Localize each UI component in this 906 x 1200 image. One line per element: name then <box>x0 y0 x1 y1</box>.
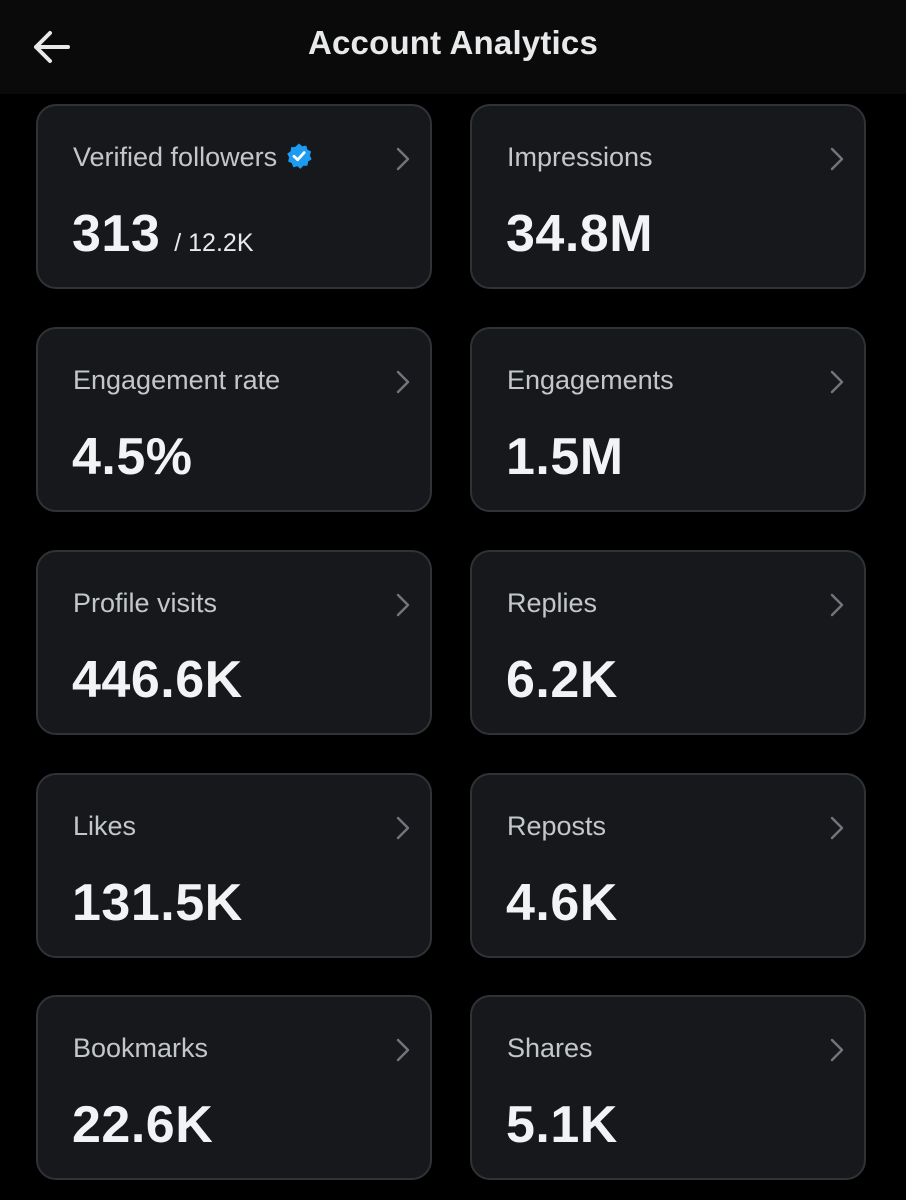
metric-value: 5.1K <box>506 1096 618 1154</box>
metric-card-engagement-rate[interactable]: Engagement rate 4.5% <box>36 327 432 512</box>
metric-label: Impressions <box>507 142 653 172</box>
metric-label: Engagement rate <box>73 365 281 395</box>
metric-card-verified-followers[interactable]: Verified followers 313 / 12.2K <box>36 104 432 289</box>
metric-value: 4.5% <box>72 428 193 486</box>
metric-label-text: Verified followers <box>73 142 278 172</box>
arrow-left-icon <box>34 31 70 63</box>
metric-value: 6.2K <box>506 651 618 709</box>
metric-value: 131.5K <box>72 874 243 932</box>
chevron-right-icon <box>396 593 410 617</box>
metric-label: Replies <box>507 588 598 618</box>
metric-label: Bookmarks <box>73 1033 209 1063</box>
metric-card-bookmarks[interactable]: Bookmarks 22.6K <box>36 995 432 1180</box>
chevron-right-icon <box>830 147 844 171</box>
metric-value: 4.6K <box>506 874 618 932</box>
metric-card-profile-visits[interactable]: Profile visits 446.6K <box>36 550 432 735</box>
chevron-right-icon <box>396 147 410 171</box>
back-button[interactable] <box>28 26 74 68</box>
metric-value: 22.6K <box>72 1096 214 1154</box>
verified-badge-icon <box>287 143 312 169</box>
metric-card-likes[interactable]: Likes 131.5K <box>36 773 432 958</box>
metric-label: Likes <box>73 811 137 841</box>
metric-value: 446.6K <box>72 651 243 709</box>
metric-card-engagements[interactable]: Engagements 1.5M <box>470 327 866 512</box>
top-bar: Account Analytics <box>0 0 906 94</box>
metric-label: Verified followers <box>73 142 313 173</box>
metric-value: 1.5M <box>506 428 624 486</box>
metric-label: Reposts <box>507 811 607 841</box>
metric-card-shares[interactable]: Shares 5.1K <box>470 995 866 1180</box>
metric-value-total: / 12.2K <box>174 229 254 257</box>
metric-label: Shares <box>507 1033 593 1063</box>
chevron-right-icon <box>830 1038 844 1062</box>
chevron-right-icon <box>830 816 844 840</box>
metric-card-replies[interactable]: Replies 6.2K <box>470 550 866 735</box>
metric-label: Engagements <box>507 365 674 395</box>
chevron-right-icon <box>830 593 844 617</box>
chevron-right-icon <box>396 370 410 394</box>
metric-value: 313 / 12.2K <box>72 204 254 264</box>
chevron-right-icon <box>396 1038 410 1062</box>
metric-value-number: 313 <box>72 205 161 263</box>
metric-card-impressions[interactable]: Impressions 34.8M <box>470 104 866 289</box>
chevron-right-icon <box>396 816 410 840</box>
chevron-right-icon <box>830 370 844 394</box>
page-title: Account Analytics <box>307 24 599 61</box>
metric-value: 34.8M <box>506 205 654 263</box>
metric-card-reposts[interactable]: Reposts 4.6K <box>470 773 866 958</box>
metric-label: Profile visits <box>73 588 218 618</box>
